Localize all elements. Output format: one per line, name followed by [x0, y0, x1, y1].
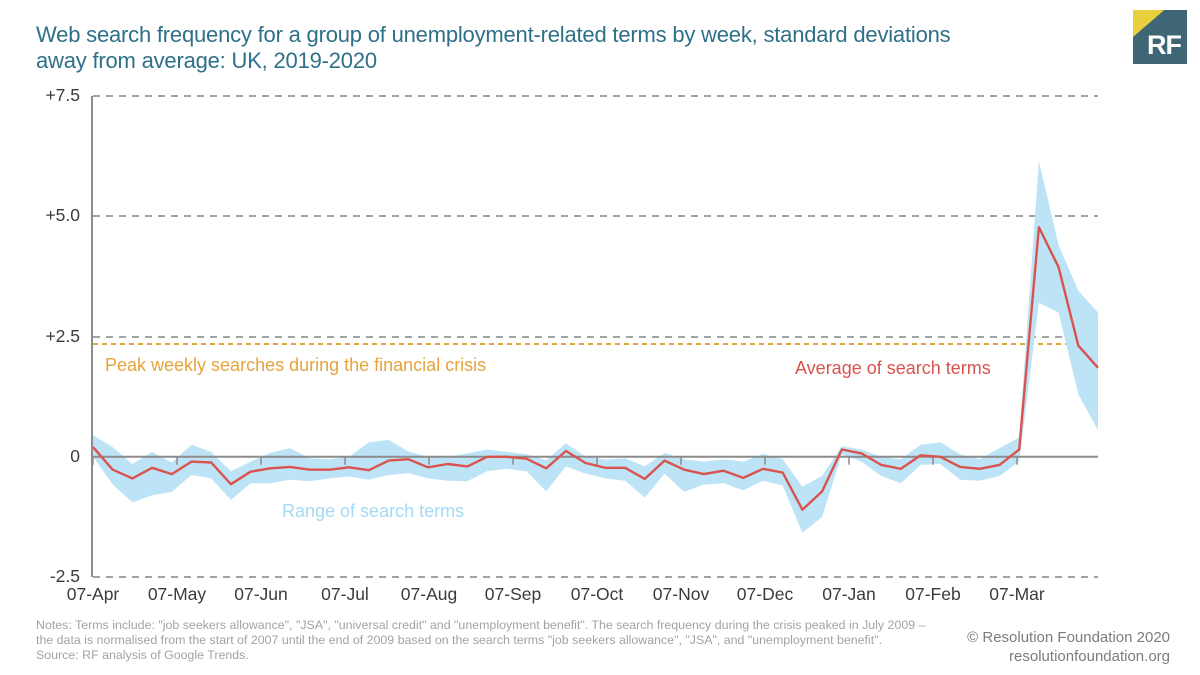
- rf-logo: RF: [1133, 10, 1187, 64]
- copyright-text: © Resolution Foundation 2020: [967, 629, 1170, 646]
- reference-line-financial-crisis-peak: [93, 342, 1098, 345]
- title-line-2: away from average: UK, 2019-2020: [36, 48, 377, 74]
- plot-area: [91, 95, 1099, 578]
- y-tick-label: +2.5: [45, 325, 80, 346]
- x-tick-label: 07-Oct: [570, 584, 624, 604]
- x-tick-label: 07-Jun: [234, 584, 288, 604]
- x-tick-label: 07-Jan: [822, 584, 876, 604]
- gridline-+5.0: [93, 215, 1098, 218]
- x-tick-label: 07-Aug: [400, 584, 458, 604]
- chart-canvas: [92, 160, 1099, 533]
- y-tick-label: -2.5: [49, 566, 80, 586]
- x-tick-label: 07-Jul: [321, 584, 369, 604]
- page-title: Web search frequency for a group of unem…: [36, 22, 1121, 75]
- range-band: [93, 160, 1098, 533]
- x-tick-label: 07-Feb: [905, 584, 961, 604]
- x-tick-label: 07-Sep: [484, 584, 542, 604]
- x-tick-label: 07-Mar: [989, 584, 1045, 604]
- x-tick-label: 07-Dec: [736, 584, 794, 604]
- gridline--2.5: [93, 576, 1098, 578]
- annotation-average-of-search-terms: Average of search terms: [795, 358, 991, 378]
- y-axis-spine: [91, 96, 93, 577]
- annotation-range-of-search-terms: Range of search terms: [282, 501, 465, 521]
- website-text: resolutionfoundation.org: [1009, 647, 1170, 665]
- gridline-+7.5: [93, 95, 1098, 97]
- footer-notes: Notes: Terms include: "job seekers allow…: [36, 618, 926, 647]
- y-tick-label: +7.5: [45, 85, 80, 105]
- x-tick-label: 07-Nov: [652, 584, 710, 604]
- annotation-peak-financial-crisis: Peak weekly searches during the financia…: [105, 355, 487, 375]
- title-line-1: Web search frequency for a group of unem…: [36, 22, 951, 47]
- y-tick-label: +5.0: [45, 205, 80, 226]
- y-tick-label: 0: [70, 445, 80, 466]
- footer-source: Source: RF analysis of Google Trends.: [36, 648, 249, 662]
- gridline-+2.5: [93, 335, 1098, 338]
- footer-credit: © Resolution Foundation 2020 resolutionf…: [967, 629, 1170, 667]
- logo-text: RF: [1147, 30, 1182, 60]
- x-tick-label: 07-Apr: [66, 584, 120, 604]
- x-tick-label: 07-May: [147, 584, 207, 604]
- average-line: [92, 226, 1099, 511]
